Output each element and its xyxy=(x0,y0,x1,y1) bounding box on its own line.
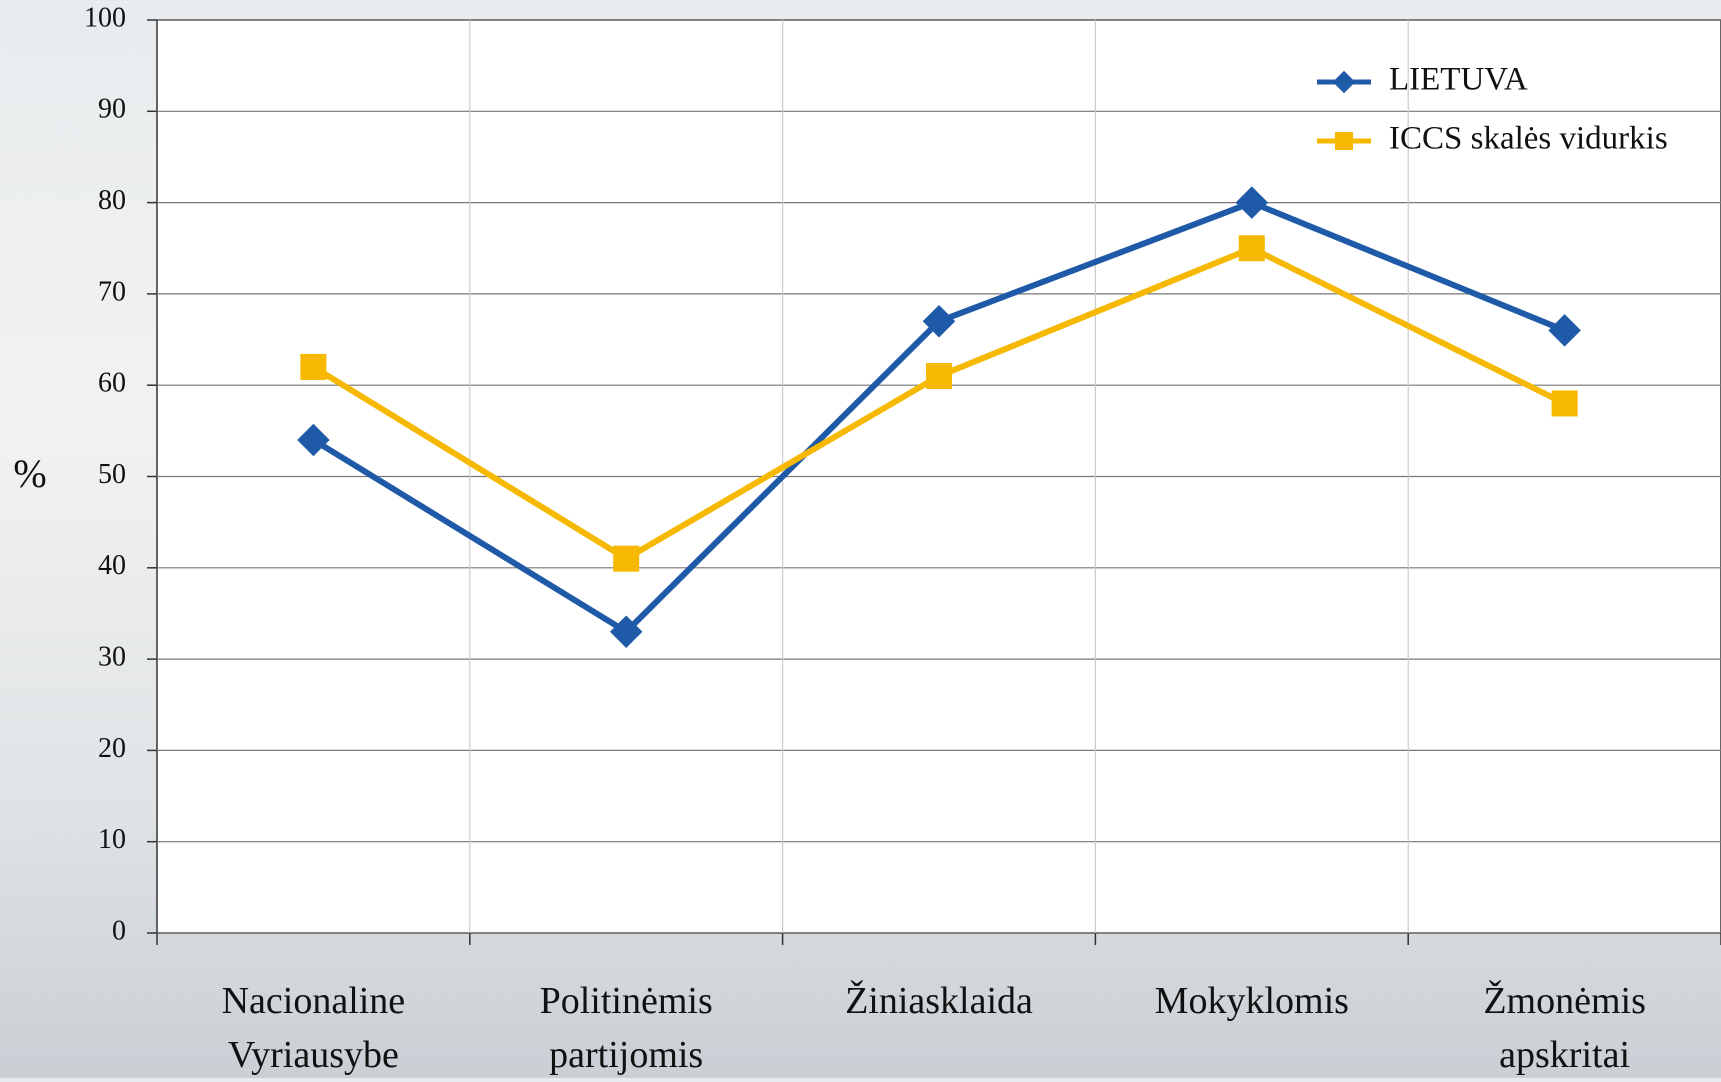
y-tick-label: 0 xyxy=(112,915,126,946)
marker xyxy=(1552,390,1578,416)
y-tick-label: 50 xyxy=(98,459,126,490)
x-tick-label: Žmonėmis apskritai xyxy=(1415,974,1715,1082)
y-tick-label: 20 xyxy=(98,733,126,764)
y-tick-label: 60 xyxy=(98,368,126,399)
y-axis-label: % xyxy=(13,451,46,496)
marker xyxy=(300,354,326,380)
y-tick-label: 70 xyxy=(98,276,126,307)
y-tick-label: 30 xyxy=(98,642,126,673)
marker xyxy=(926,363,952,389)
y-tick-label: 90 xyxy=(98,94,126,125)
legend-label: ICCS skalės vidurkis xyxy=(1389,121,1668,157)
y-tick-label: 40 xyxy=(98,550,126,581)
y-tick-label: 100 xyxy=(84,2,126,33)
x-tick-label: Politinėmis partijomis xyxy=(476,974,776,1082)
y-tick-label: 10 xyxy=(98,824,126,855)
marker xyxy=(1239,235,1265,261)
x-tick-label: Mokyklomis xyxy=(1102,974,1402,1028)
x-tick-label: Žiniasklaida xyxy=(789,974,1089,1028)
chart: % 0 10 20 30 40 50 60 70 80 90 100 LIETUVA ICCS skal… xyxy=(0,0,1721,1078)
legend-label: LIETUVA xyxy=(1389,62,1528,98)
page: {"chart_data": {"type": "line", "y_label… xyxy=(0,0,1721,1078)
x-tick-label: Nacionaline Vyriausybe xyxy=(163,974,463,1082)
y-tick-label: 80 xyxy=(98,185,126,216)
legend-marker xyxy=(1335,132,1353,150)
marker xyxy=(613,546,639,572)
